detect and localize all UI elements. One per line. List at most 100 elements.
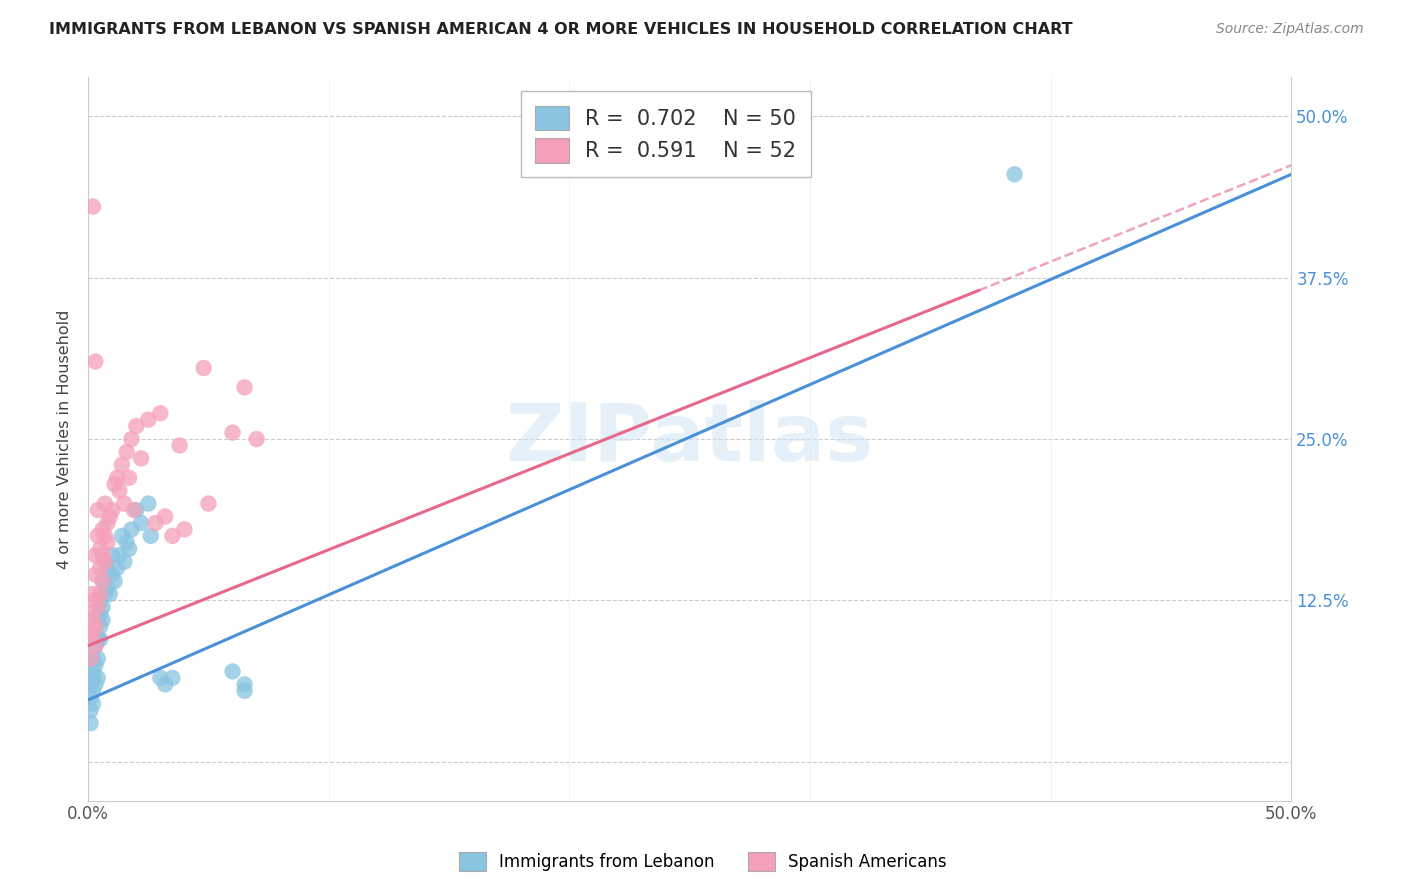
Point: [89, 587, 111, 601]
Point: [118, 471, 141, 485]
Point: [82, 697, 104, 711]
Point: [101, 503, 124, 517]
Point: [84, 658, 107, 673]
Point: [87, 671, 110, 685]
Point: [129, 516, 152, 530]
Point: [87, 599, 110, 614]
Text: ZIPatlas: ZIPatlas: [506, 400, 875, 478]
Point: [82, 665, 104, 679]
Point: [79, 690, 101, 705]
Point: [89, 619, 111, 633]
Point: [105, 561, 128, 575]
Point: [1004, 167, 1026, 181]
Point: [84, 625, 107, 640]
Point: [105, 471, 128, 485]
Point: [79, 716, 101, 731]
Point: [98, 587, 121, 601]
Point: [82, 625, 104, 640]
Point: [108, 483, 131, 498]
Point: [89, 632, 111, 647]
Point: [96, 516, 118, 530]
Point: [125, 503, 148, 517]
Point: [89, 541, 111, 556]
Point: [108, 548, 131, 562]
Point: [136, 412, 159, 426]
Point: [221, 425, 243, 440]
Point: [82, 683, 104, 698]
Point: [129, 451, 152, 466]
Point: [79, 703, 101, 717]
Y-axis label: 4 or more Vehicles in Household: 4 or more Vehicles in Household: [58, 310, 72, 569]
Point: [94, 529, 117, 543]
Point: [104, 477, 127, 491]
Point: [82, 671, 104, 685]
Text: Source: ZipAtlas.com: Source: ZipAtlas.com: [1216, 22, 1364, 37]
Point: [115, 535, 138, 549]
Point: [136, 497, 159, 511]
Point: [193, 361, 215, 376]
Point: [84, 567, 107, 582]
Point: [82, 651, 104, 665]
Point: [82, 613, 104, 627]
Point: [125, 419, 148, 434]
Point: [153, 509, 176, 524]
Point: [112, 555, 135, 569]
Point: [94, 555, 117, 569]
Point: [112, 497, 135, 511]
Point: [98, 509, 121, 524]
Point: [87, 503, 110, 517]
Point: [221, 665, 243, 679]
Point: [84, 639, 107, 653]
Point: [79, 677, 101, 691]
Point: [87, 613, 110, 627]
Point: [121, 523, 143, 537]
Point: [84, 619, 107, 633]
Point: [233, 677, 256, 691]
Point: [145, 516, 167, 530]
Point: [94, 587, 117, 601]
Point: [121, 432, 143, 446]
Point: [94, 555, 117, 569]
Point: [101, 548, 124, 562]
Legend: R =  0.702    N = 50, R =  0.591    N = 52: R = 0.702 N = 50, R = 0.591 N = 52: [520, 92, 811, 178]
Point: [84, 354, 107, 368]
Point: [87, 651, 110, 665]
Point: [82, 200, 104, 214]
Point: [87, 529, 110, 543]
Point: [84, 548, 107, 562]
Point: [149, 406, 172, 420]
Point: [91, 613, 114, 627]
Point: [122, 503, 145, 517]
Point: [101, 567, 124, 582]
Point: [82, 587, 104, 601]
Point: [94, 497, 117, 511]
Point: [162, 529, 184, 543]
Point: [233, 380, 256, 394]
Point: [89, 607, 111, 621]
Point: [91, 574, 114, 588]
Point: [173, 523, 195, 537]
Point: [111, 458, 134, 472]
Point: [233, 683, 256, 698]
Point: [96, 581, 118, 595]
Point: [197, 497, 219, 511]
Point: [153, 677, 176, 691]
Point: [89, 593, 111, 607]
Point: [91, 523, 114, 537]
Point: [104, 574, 127, 588]
Point: [84, 639, 107, 653]
Point: [89, 561, 111, 575]
Point: [91, 574, 114, 588]
Point: [91, 599, 114, 614]
Point: [96, 561, 118, 575]
Point: [118, 541, 141, 556]
Point: [79, 632, 101, 647]
Point: [149, 671, 172, 685]
Point: [84, 593, 107, 607]
Point: [169, 438, 191, 452]
Point: [246, 432, 269, 446]
Point: [115, 445, 138, 459]
Point: [87, 632, 110, 647]
Point: [111, 529, 134, 543]
Point: [79, 607, 101, 621]
